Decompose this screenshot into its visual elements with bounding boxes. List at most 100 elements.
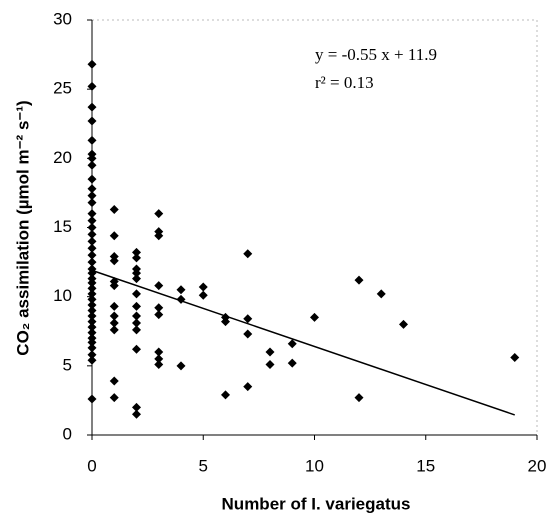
point <box>243 329 253 339</box>
point <box>265 347 275 357</box>
point <box>243 382 253 392</box>
y-tick-label: 5 <box>63 355 72 374</box>
point <box>87 337 97 347</box>
point <box>87 317 97 327</box>
point <box>109 393 119 403</box>
point <box>87 250 97 260</box>
point <box>87 223 97 232</box>
point <box>87 394 97 404</box>
point <box>132 301 141 311</box>
point <box>243 314 253 324</box>
point <box>132 253 141 263</box>
y-axis-title: CO₂ assimilation (µmol m⁻² s⁻¹) <box>13 100 32 355</box>
point <box>87 116 97 126</box>
point <box>87 300 97 310</box>
point <box>87 160 97 170</box>
point <box>154 303 164 313</box>
point <box>87 328 97 338</box>
point <box>87 343 97 353</box>
point <box>87 102 97 112</box>
y-tick-label: 20 <box>53 148 72 167</box>
point <box>109 205 119 215</box>
point <box>87 289 97 299</box>
point <box>132 268 141 278</box>
point <box>287 339 297 349</box>
point <box>87 322 97 332</box>
point <box>132 402 141 412</box>
point <box>198 290 208 300</box>
point <box>132 344 141 354</box>
point <box>287 358 297 368</box>
x-tick-label: 20 <box>528 456 547 475</box>
y-tick-label: 0 <box>63 424 72 443</box>
point <box>87 236 97 246</box>
point <box>109 231 119 241</box>
point <box>154 347 164 357</box>
point <box>109 256 119 266</box>
trendline <box>91 269 515 416</box>
point <box>221 390 230 400</box>
point <box>154 354 164 364</box>
point <box>87 184 97 194</box>
point <box>87 209 97 219</box>
point <box>510 353 520 363</box>
point <box>87 81 97 91</box>
point <box>87 278 97 288</box>
point <box>132 409 141 419</box>
x-axis-title: Number of I. variegatus <box>222 494 411 513</box>
point <box>399 319 408 329</box>
point <box>376 289 386 299</box>
point <box>87 191 97 201</box>
point <box>310 312 319 322</box>
x-tick-label: 15 <box>416 456 435 475</box>
point <box>87 306 97 315</box>
point <box>87 59 97 69</box>
point <box>221 317 230 327</box>
point <box>132 311 141 321</box>
point <box>132 289 141 299</box>
point <box>87 229 97 239</box>
point <box>87 243 97 253</box>
point <box>154 359 164 369</box>
point <box>109 301 119 311</box>
point <box>132 274 141 284</box>
point <box>154 209 164 219</box>
point <box>87 198 97 208</box>
point <box>87 153 97 163</box>
point <box>87 216 97 226</box>
point <box>265 359 275 369</box>
point <box>132 318 141 328</box>
point <box>154 281 164 291</box>
point <box>87 355 97 365</box>
point <box>109 376 119 386</box>
r-squared: r² = 0.13 <box>315 73 374 92</box>
y-tick-label: 30 <box>53 9 72 28</box>
point <box>87 135 97 145</box>
point <box>132 325 141 335</box>
point <box>176 361 186 371</box>
point <box>154 231 164 241</box>
x-tick-label: 5 <box>199 456 208 475</box>
point <box>87 283 97 293</box>
point <box>154 310 164 320</box>
point <box>109 318 119 328</box>
point <box>109 325 119 335</box>
point <box>132 247 141 257</box>
point <box>87 311 97 321</box>
point <box>109 311 119 321</box>
point <box>176 285 186 295</box>
y-tick-label: 15 <box>53 217 72 236</box>
point <box>354 275 364 285</box>
point <box>87 350 97 360</box>
point <box>87 294 97 304</box>
point <box>87 174 97 184</box>
x-tick-label: 10 <box>305 456 324 475</box>
point <box>354 393 364 403</box>
point <box>87 257 97 267</box>
equation: y = -0.55 x + 11.9 <box>315 45 437 64</box>
point <box>243 249 253 259</box>
point <box>198 282 208 292</box>
y-tick-label: 10 <box>53 286 72 305</box>
point <box>109 281 119 291</box>
